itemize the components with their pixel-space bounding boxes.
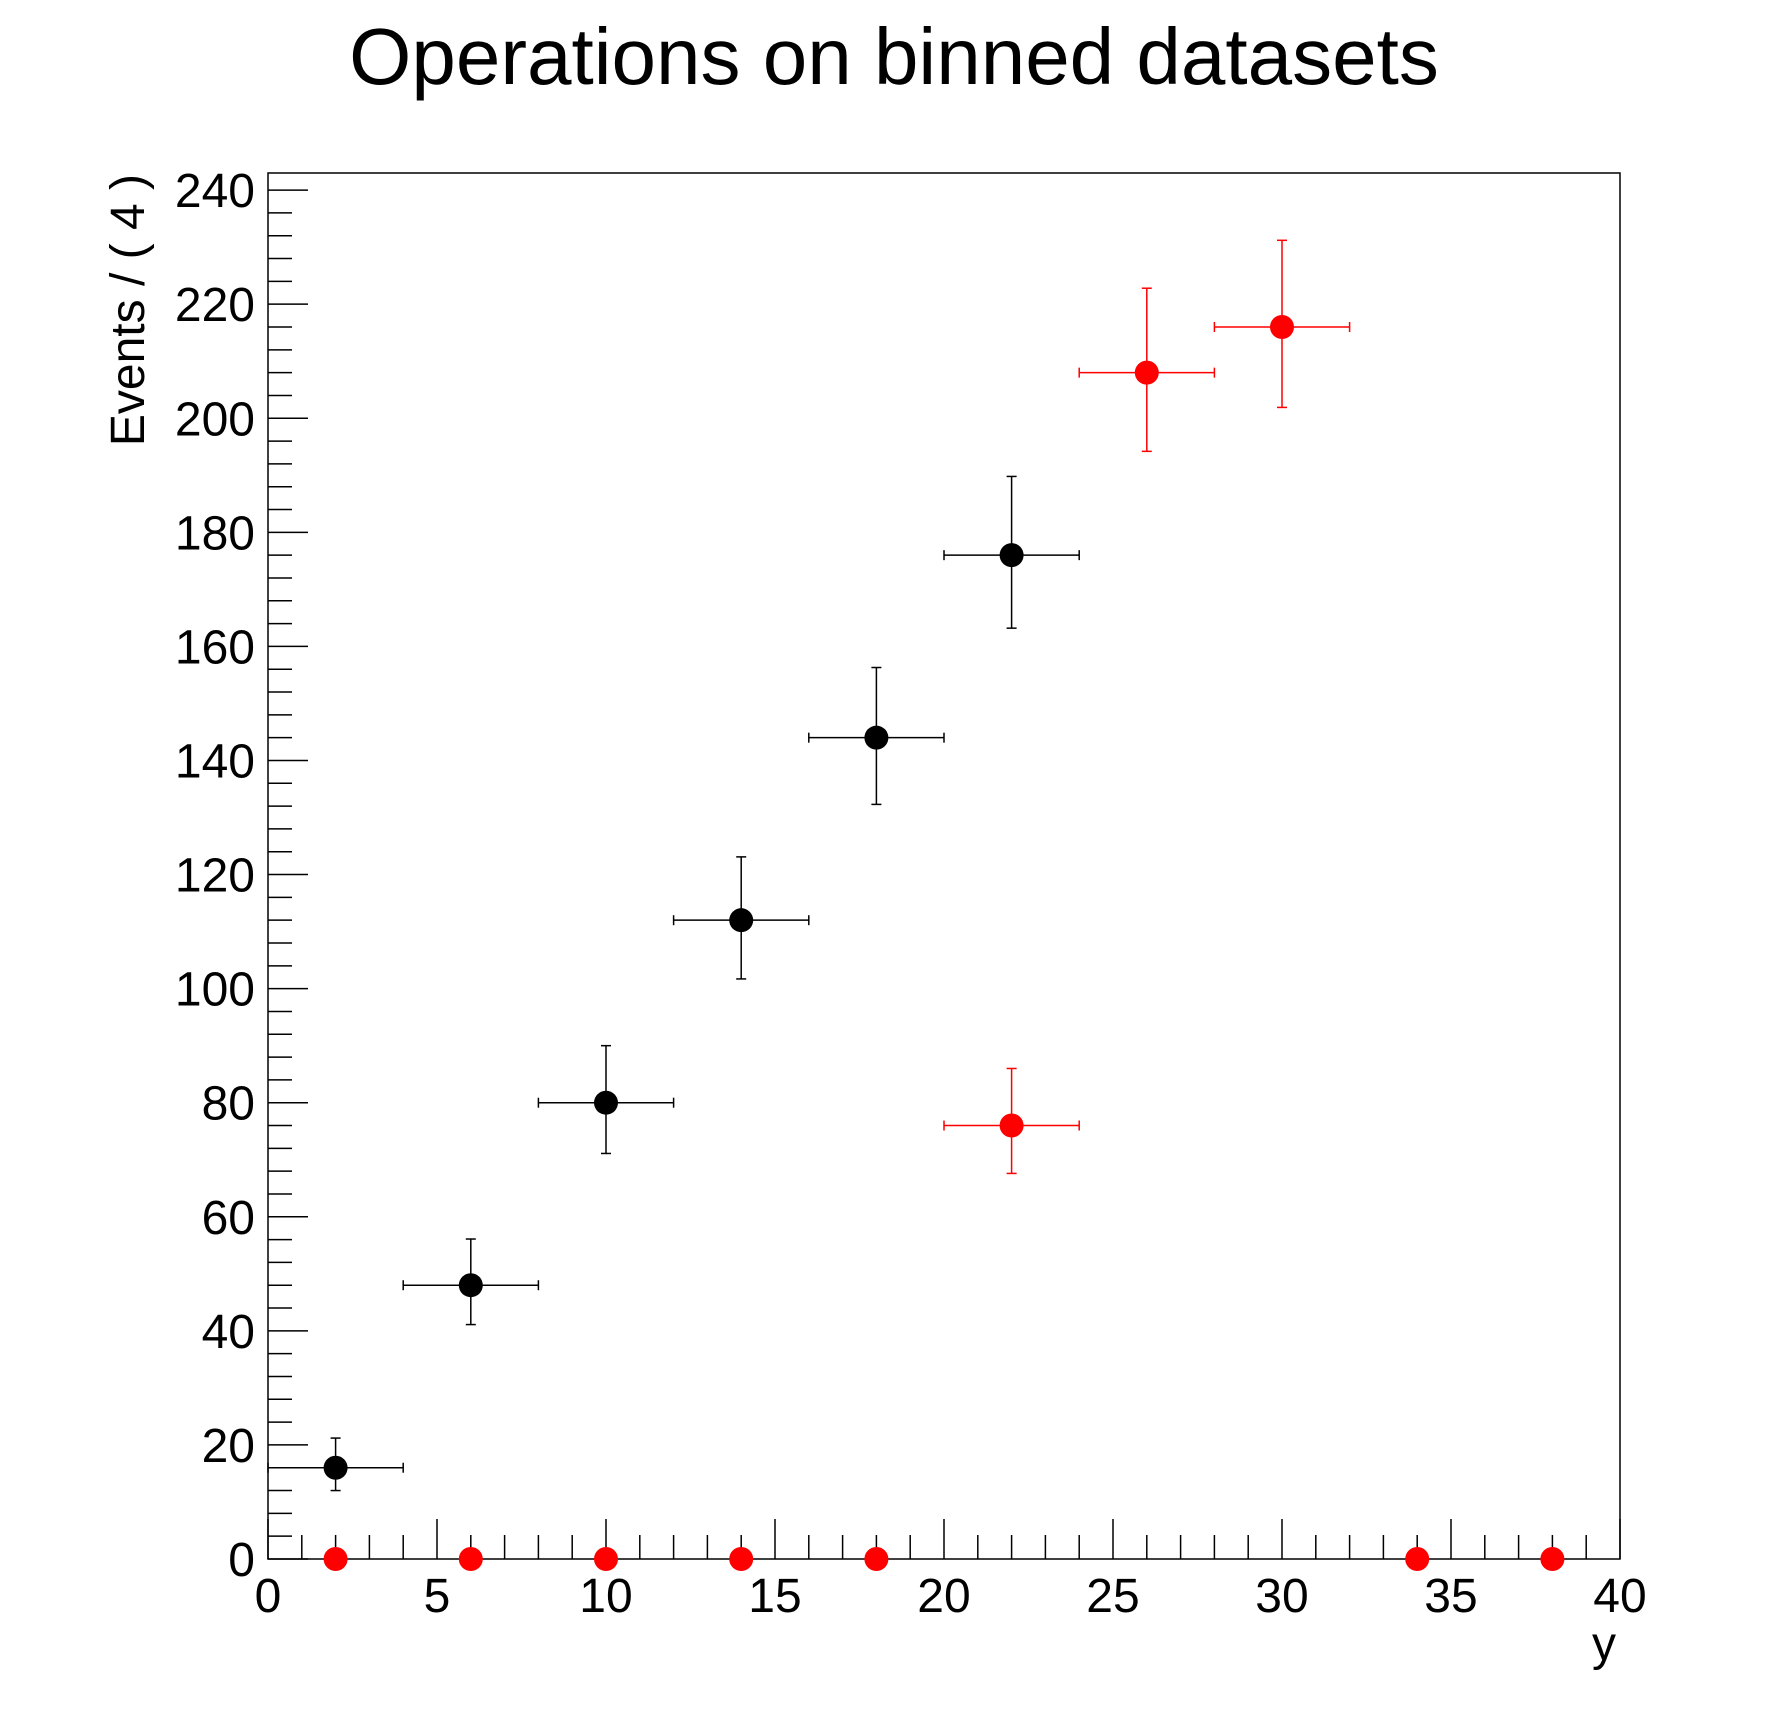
x-tick-label: 20 [917,1570,970,1623]
data-point [537,1044,675,1155]
data-marker [999,1113,1024,1138]
x-tick-label: 35 [1424,1570,1477,1623]
y-tick-label: 80 [202,1078,255,1131]
data-marker [864,1547,889,1571]
x-axis: 0 5 10 15 20 25 30 35 40 [255,1519,1647,1623]
x-tick-label: 15 [748,1570,801,1623]
data-point [267,1437,404,1492]
data-marker [594,1090,618,1115]
y-tick-label: 180 [175,507,255,560]
data-point [808,666,945,806]
data-marker [1134,360,1159,385]
chart-title: Operations on binned datasets [349,12,1439,101]
data-marker [458,1547,483,1571]
y-tick-label: 0 [228,1534,255,1587]
x-tick-label: 40 [1593,1570,1646,1623]
data-marker [729,1547,754,1571]
data-marker [323,1455,348,1480]
y-tick-label: 220 [175,279,255,332]
data-series [267,475,1080,1492]
data-marker [594,1547,618,1571]
y-tick-label: 60 [202,1192,255,1245]
y-tick-label: 140 [175,735,255,788]
y-tick-label: 160 [175,621,255,674]
x-tick-label: 0 [255,1570,282,1623]
data-point [323,1547,348,1571]
data-point [1213,239,1351,409]
data-point [402,1238,540,1326]
series-layer [267,239,1565,1571]
x-tick-label: 25 [1086,1570,1139,1623]
data-marker [1540,1547,1565,1571]
data-marker [458,1273,483,1298]
data-marker [1270,315,1294,339]
data-point [864,1547,889,1571]
data-point [1078,287,1216,453]
y-tick-label: 40 [202,1306,255,1359]
data-marker [1405,1547,1430,1571]
data-marker [729,908,754,933]
plot-frame [267,172,1621,1560]
y-tick-label: 20 [202,1420,255,1473]
y-tick-label: 200 [175,393,255,446]
y-tick-label: 120 [175,850,255,903]
data-point [729,1547,754,1571]
data-marker [999,543,1024,568]
data-point [943,475,1080,629]
x-tick-label: 10 [579,1570,632,1623]
data-point [672,856,810,980]
data-point [594,1547,618,1571]
data-series [323,239,1565,1571]
data-point [1540,1547,1565,1571]
y-tick-label: 240 [175,165,255,218]
y-axis-title: Events / ( 4 ) [102,174,155,446]
data-point [458,1547,483,1571]
data-point [1405,1547,1430,1571]
x-axis-title: y [1592,1618,1616,1671]
data-marker [323,1547,348,1571]
x-tick-label: 5 [424,1570,451,1623]
y-tick-label: 100 [175,964,255,1017]
data-point [943,1067,1080,1175]
data-marker [864,725,889,750]
x-tick-label: 30 [1255,1570,1308,1623]
y-axis: 0 20 40 60 80 100 120 140 160 180 200 220 240 [175,165,308,1587]
